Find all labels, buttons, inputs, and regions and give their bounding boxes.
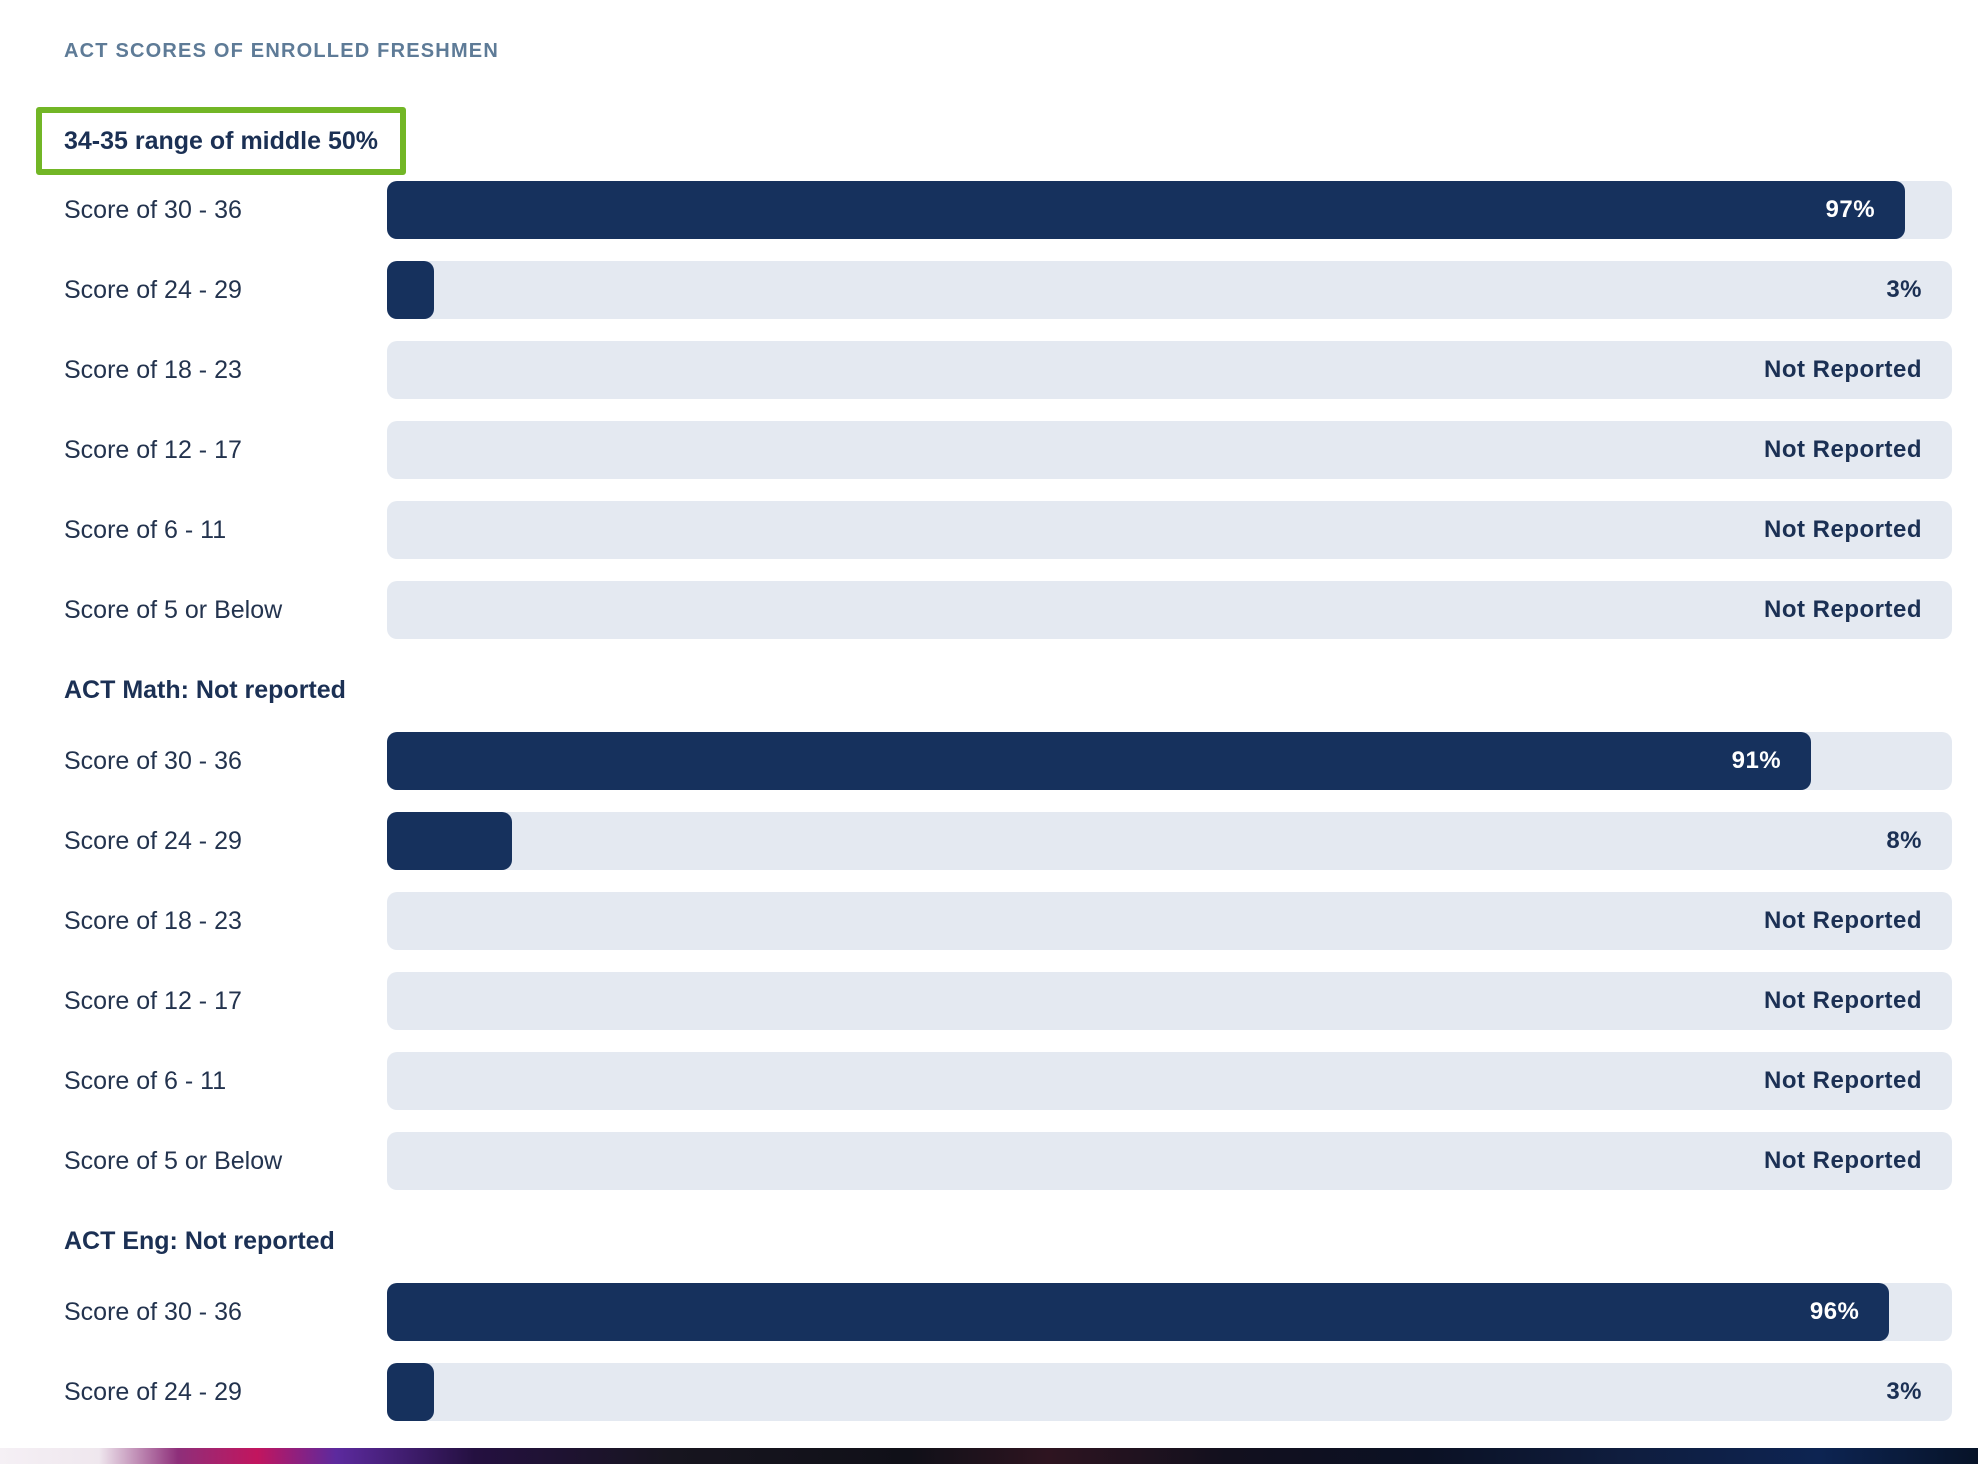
act-math-chart-section: ACT Math: Not reported Score of 30 - 36 … [64, 675, 1952, 1190]
bar-row: Score of 24 - 29 3% [64, 1363, 1952, 1421]
bar-fill [387, 261, 434, 319]
page: ACT SCORES OF ENROLLED FRESHMEN 34-35 ra… [36, 40, 1952, 1421]
bar-track: Not Reported [387, 1052, 1952, 1110]
bar-value-label: Not Reported [1764, 987, 1922, 1014]
bar-value-label: Not Reported [1764, 596, 1922, 623]
bar-fill [387, 1363, 434, 1421]
bar-row: Score of 12 - 17 Not Reported [64, 421, 1952, 479]
bar-row: Score of 5 or Below Not Reported [64, 1132, 1952, 1190]
bar-track: 96% [387, 1283, 1952, 1341]
bar-row-label: Score of 6 - 11 [64, 1066, 227, 1095]
bar-value-label: 3% [1886, 276, 1922, 303]
bar-row: Score of 30 - 36 97% [64, 181, 1952, 239]
bar-track: Not Reported [387, 581, 1952, 639]
bar-track: Not Reported [387, 892, 1952, 950]
bar-row: Score of 18 - 23 Not Reported [64, 892, 1952, 950]
bar-fill [387, 1283, 1890, 1341]
bar-track: 97% [387, 181, 1952, 239]
bar-track: 3% [387, 1363, 1952, 1421]
act-composite-chart-section: 34-35 range of middle 50% Score of 30 - … [36, 107, 1952, 639]
bar-track: 8% [387, 812, 1952, 870]
bar-row-label: Score of 5 or Below [64, 595, 283, 624]
bar-value-label: 3% [1886, 1378, 1922, 1405]
bar-value-label: 91% [1731, 747, 1782, 774]
bar-track: Not Reported [387, 1132, 1952, 1190]
bar-fill [387, 732, 1812, 790]
bar-value-label: Not Reported [1764, 1147, 1922, 1174]
bar-row: Score of 24 - 29 3% [64, 261, 1952, 319]
bar-track: 3% [387, 261, 1952, 319]
bar-row: Score of 12 - 17 Not Reported [64, 972, 1952, 1030]
highlight-annotation-box: 34-35 range of middle 50% [36, 107, 407, 175]
bar-value-label: Not Reported [1764, 907, 1922, 934]
section-heading-wrap: ACT Eng: Not reported [64, 1226, 1952, 1256]
bar-row-label: Score of 18 - 23 [64, 355, 242, 384]
bar-row-label: Score of 5 or Below [64, 1146, 283, 1175]
bar-row-label: Score of 30 - 36 [64, 1297, 242, 1326]
bar-row: Score of 30 - 36 96% [64, 1283, 1952, 1341]
bar-fill [387, 181, 1906, 239]
bar-track: Not Reported [387, 421, 1952, 479]
bar-row-label: Score of 12 - 17 [64, 435, 242, 464]
bar-fill [387, 812, 513, 870]
bar-rows: Score of 30 - 36 96% Score of 24 - 29 3% [64, 1283, 1952, 1421]
bar-value-label: 8% [1886, 827, 1922, 854]
bar-rows: Score of 30 - 36 97% Score of 24 - 29 3%… [64, 181, 1952, 639]
section-heading: 34-35 range of middle 50% [64, 127, 379, 155]
bar-row-label: Score of 30 - 36 [64, 746, 242, 775]
bar-row: Score of 18 - 23 Not Reported [64, 341, 1952, 399]
bar-value-label: Not Reported [1764, 1067, 1922, 1094]
bottom-image-strip [0, 1448, 1978, 1464]
bar-value-label: Not Reported [1764, 436, 1922, 463]
bar-value-label: Not Reported [1764, 356, 1922, 383]
page-title: ACT SCORES OF ENROLLED FRESHMEN [64, 40, 499, 62]
bar-row-label: Score of 30 - 36 [64, 195, 242, 224]
section-heading-wrap: ACT Math: Not reported [64, 675, 1952, 705]
bar-row-label: Score of 24 - 29 [64, 275, 242, 304]
section-heading: ACT Eng: Not reported [64, 1227, 335, 1255]
bar-row-label: Score of 12 - 17 [64, 986, 242, 1015]
bar-row: Score of 6 - 11 Not Reported [64, 1052, 1952, 1110]
bar-row-label: Score of 18 - 23 [64, 906, 242, 935]
bar-value-label: 97% [1825, 196, 1876, 223]
section-heading: ACT Math: Not reported [64, 676, 346, 704]
bar-track: Not Reported [387, 501, 1952, 559]
bar-track: Not Reported [387, 972, 1952, 1030]
bar-row-label: Score of 24 - 29 [64, 826, 242, 855]
bar-rows: Score of 30 - 36 91% Score of 24 - 29 8%… [64, 732, 1952, 1190]
bar-track: 91% [387, 732, 1952, 790]
bar-row: Score of 24 - 29 8% [64, 812, 1952, 870]
act-english-chart-section: ACT Eng: Not reported Score of 30 - 36 9… [64, 1226, 1952, 1421]
bar-row: Score of 30 - 36 91% [64, 732, 1952, 790]
bar-row: Score of 6 - 11 Not Reported [64, 501, 1952, 559]
bar-value-label: 96% [1809, 1298, 1860, 1325]
bar-row-label: Score of 6 - 11 [64, 515, 227, 544]
bar-row: Score of 5 or Below Not Reported [64, 581, 1952, 639]
bar-row-label: Score of 24 - 29 [64, 1377, 242, 1406]
bar-track: Not Reported [387, 341, 1952, 399]
bar-value-label: Not Reported [1764, 516, 1922, 543]
